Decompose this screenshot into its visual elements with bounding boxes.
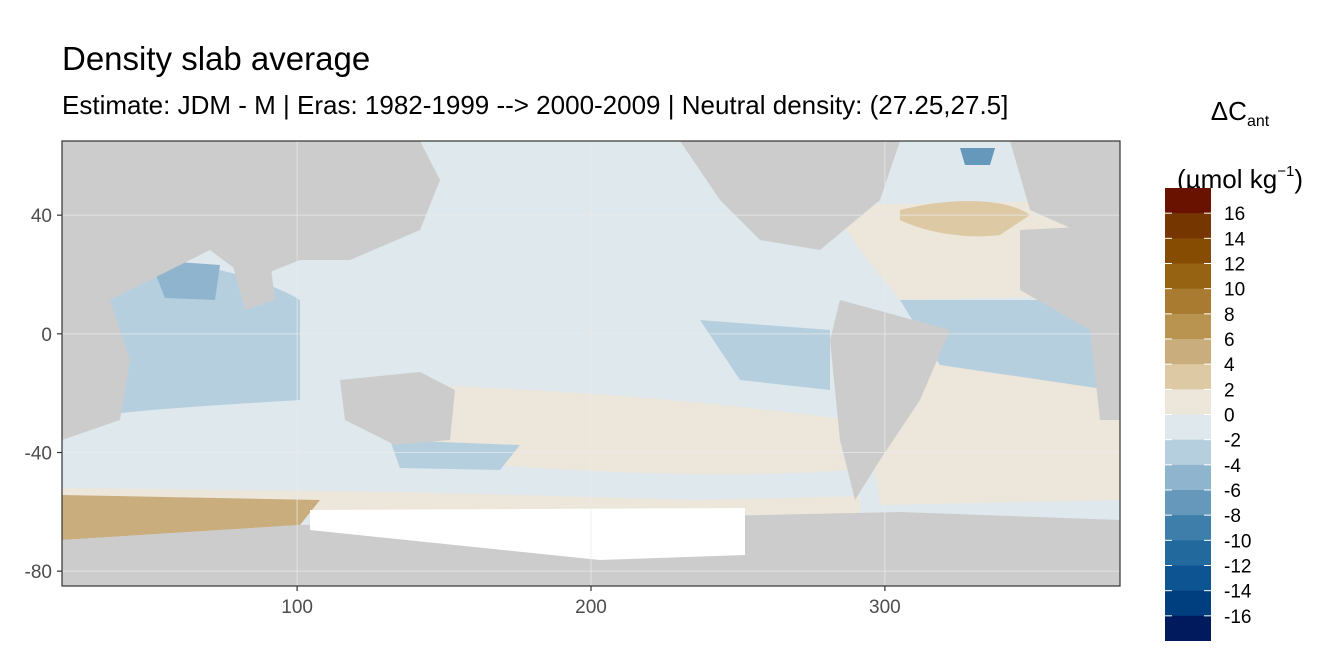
- y-tick-label: -80: [25, 562, 52, 583]
- y-tick-label: 40: [31, 206, 52, 227]
- legend-label: -14: [1224, 582, 1252, 603]
- legend-label: -8: [1224, 506, 1241, 527]
- legend-swatch: [1165, 288, 1211, 315]
- x-tick-label: 200: [575, 597, 607, 618]
- legend-swatch: [1165, 490, 1211, 516]
- legend-variable-subscript: ant: [1246, 113, 1270, 130]
- legend-label: -12: [1224, 557, 1251, 578]
- field-labrador: [960, 148, 995, 165]
- legend-swatch: [1165, 238, 1211, 264]
- legend-variable-main: ΔC: [1210, 96, 1247, 126]
- legend-label: -6: [1224, 481, 1241, 502]
- legend-swatch: [1165, 515, 1211, 541]
- land-india: [230, 255, 275, 310]
- chart-title: Density slab average: [62, 40, 371, 77]
- grid-lines: [62, 141, 1120, 586]
- land-europe: [1010, 141, 1120, 250]
- land-west-africa: [1020, 225, 1120, 420]
- legend-unit-exponent: −1: [1277, 163, 1295, 180]
- land-south-america: [830, 300, 950, 500]
- field-tasman: [390, 440, 520, 470]
- field-south-pacific: [420, 385, 850, 475]
- legend-swatch: [1165, 364, 1211, 390]
- legend-label: 6: [1224, 330, 1235, 351]
- no-data-ice-shelf: [310, 508, 745, 560]
- color-legend: 16 14 12 10 8 6 4 2 0 -2 -4 -6 -8 -10 -12 -14 -16: [1165, 188, 1252, 641]
- land-north-america: [680, 141, 900, 250]
- field-tropical-atlantic: [900, 300, 1110, 390]
- legend-swatch: [1165, 565, 1211, 592]
- chart-subtitle: Estimate: JDM - M | Eras: 1982-1999 --> …: [62, 90, 1009, 120]
- legend-swatch: [1165, 590, 1211, 617]
- legend-swatch: [1165, 313, 1211, 340]
- legend-label: -4: [1224, 456, 1241, 477]
- legend-title: ΔCant (µmol kg−1): [1160, 86, 1320, 204]
- map-panel: [62, 141, 1120, 586]
- legend-unit-close: ): [1294, 164, 1303, 194]
- legend-label: 8: [1224, 305, 1235, 326]
- y-tick-label: -40: [25, 444, 52, 465]
- legend-swatch: [1165, 540, 1211, 566]
- field-weddell: [62, 495, 320, 540]
- x-tick-label: 300: [869, 597, 901, 618]
- y-tick-label: 0: [41, 325, 52, 346]
- field-east-pacific: [700, 320, 830, 390]
- land-australia: [340, 372, 455, 445]
- legend-label: -2: [1224, 431, 1241, 452]
- legend-swatch: [1165, 439, 1211, 466]
- legend-label: 14: [1224, 229, 1246, 250]
- legend-label: 0: [1224, 406, 1235, 427]
- legend-label: -16: [1224, 607, 1251, 628]
- legend-swatch: [1165, 464, 1211, 491]
- legend-swatch: [1165, 615, 1211, 641]
- legend-swatch: [1165, 389, 1211, 415]
- legend-label: 10: [1224, 280, 1245, 301]
- legend-label: 2: [1224, 380, 1235, 401]
- legend-label: -10: [1224, 531, 1251, 552]
- field-north-atlantic-warm: [900, 200, 1030, 237]
- legend-swatch: [1165, 263, 1211, 290]
- legend-swatch: [1165, 414, 1211, 441]
- legend-label: 12: [1224, 255, 1245, 276]
- legend-swatch: [1165, 339, 1211, 365]
- legend-label: 16: [1224, 204, 1245, 225]
- land-africa: [62, 290, 130, 440]
- legend-variable: ΔCant: [1160, 86, 1320, 147]
- legend-swatch: [1165, 188, 1211, 214]
- x-tick-label: 100: [281, 597, 313, 618]
- legend-label: 4: [1224, 355, 1235, 376]
- legend-swatch: [1165, 213, 1211, 239]
- legend-unit: (µmol kg−1): [1160, 147, 1320, 204]
- land-eurasia: [62, 141, 440, 300]
